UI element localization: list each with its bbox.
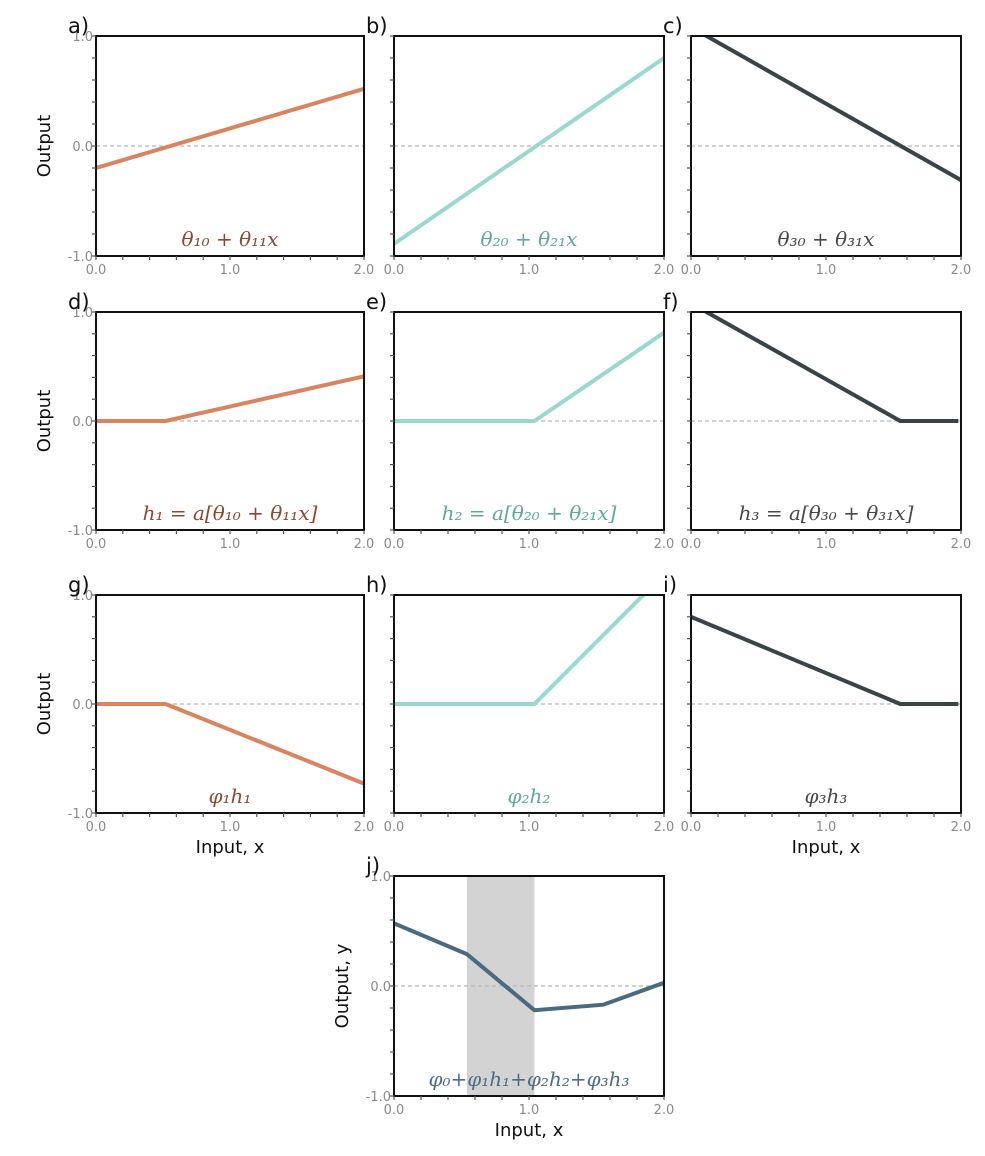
x-tick-label: 2.0 bbox=[354, 537, 375, 552]
x-tick-label: 2.0 bbox=[654, 820, 675, 835]
series-line bbox=[394, 595, 647, 706]
equation-label: φ₃h₃ bbox=[805, 784, 848, 808]
panel-f: 0.0 1.0 2.0 f) h₃ = a[θ₃₀ + θ₃₁x] bbox=[663, 290, 971, 552]
x-tick-label: 2.0 bbox=[951, 820, 972, 835]
x-tick-label: 2.0 bbox=[654, 263, 675, 278]
y-tick-label: 0.0 bbox=[72, 140, 93, 155]
x-tick-label: 0.0 bbox=[86, 263, 107, 278]
y-tick-label: 1.0 bbox=[370, 870, 391, 885]
x-tick-label: 0.0 bbox=[384, 537, 405, 552]
series-line bbox=[394, 331, 664, 423]
x-tick-label: 1.0 bbox=[519, 820, 540, 835]
panel-letter: c) bbox=[663, 14, 683, 38]
x-tick-label: 1.0 bbox=[816, 263, 837, 278]
x-tick-label: 0.0 bbox=[384, 820, 405, 835]
panel-letter: a) bbox=[68, 14, 89, 38]
x-tick-label: 1.0 bbox=[519, 537, 540, 552]
y-axis-title: Output bbox=[34, 115, 55, 178]
series-line bbox=[394, 921, 664, 1013]
x-tick-label: 2.0 bbox=[951, 537, 972, 552]
x-tick-label: 0.0 bbox=[681, 820, 702, 835]
x-tick-label: 0.0 bbox=[681, 537, 702, 552]
panel-letter: e) bbox=[366, 290, 387, 314]
panel-letter: d) bbox=[68, 290, 90, 314]
x-tick-label: 0.0 bbox=[86, 537, 107, 552]
y-tick-label: 1.0 bbox=[72, 306, 93, 321]
x-tick-label: 1.0 bbox=[220, 537, 241, 552]
x-axis-title: Input, x bbox=[196, 837, 265, 858]
y-tick-label: -1.0 bbox=[68, 250, 93, 265]
y-axis-title: Output bbox=[34, 390, 55, 453]
series-line bbox=[96, 702, 364, 786]
x-tick-label: 2.0 bbox=[354, 263, 375, 278]
x-tick-label: 2.0 bbox=[654, 1103, 675, 1118]
equation-label: φ₂h₂ bbox=[508, 784, 551, 808]
series-line bbox=[96, 374, 364, 423]
equation-label: φ₁h₁ bbox=[209, 784, 252, 808]
panel-i: 0.0 1.0 2.0 Input, x i) φ₃h₃ bbox=[663, 573, 971, 858]
y-tick-label: 0.0 bbox=[370, 980, 391, 995]
x-tick-label: 1.0 bbox=[220, 263, 241, 278]
panel-letter: g) bbox=[68, 573, 90, 597]
y-tick-label: 1.0 bbox=[72, 589, 93, 604]
equation-label: θ₂₀ + θ₂₁x bbox=[481, 227, 578, 251]
x-tick-label: 1.0 bbox=[519, 1103, 540, 1118]
panel-letter: f) bbox=[663, 290, 679, 314]
x-tick-label: 0.0 bbox=[681, 263, 702, 278]
equation-label: h₂ = a[θ₂₀ + θ₂₁x] bbox=[442, 501, 617, 525]
y-axis-title: Output, y bbox=[332, 943, 353, 1028]
equation-label: θ₃₀ + θ₃₁x bbox=[778, 227, 875, 251]
panel-b: 0.0 1.0 2.0 b) θ₂₀ + θ₂₁x bbox=[366, 14, 674, 278]
x-axis-title: Input, x bbox=[792, 837, 861, 858]
x-tick-label: 1.0 bbox=[519, 263, 540, 278]
y-tick-label: -1.0 bbox=[366, 1090, 391, 1105]
panel-c: 0.0 1.0 2.0 c) θ₃₀ + θ₃₁x bbox=[663, 14, 971, 278]
series-line bbox=[702, 312, 959, 423]
series-line bbox=[394, 56, 664, 246]
x-tick-label: 2.0 bbox=[951, 263, 972, 278]
x-tick-label: 0.0 bbox=[384, 263, 405, 278]
x-axis-title: Input, x bbox=[495, 1120, 564, 1141]
series-line bbox=[691, 614, 959, 706]
panel-h: 0.0 1.0 2.0 h) φ₂h₂ bbox=[366, 573, 674, 835]
x-tick-label: 1.0 bbox=[816, 820, 837, 835]
panel-letter: h) bbox=[366, 573, 388, 597]
x-tick-label: 0.0 bbox=[384, 1103, 405, 1118]
y-tick-label: -1.0 bbox=[68, 807, 93, 822]
x-tick-label: 1.0 bbox=[220, 820, 241, 835]
equation-label: φ₀+φ₁h₁+φ₂h₂+φ₃h₃ bbox=[428, 1067, 629, 1091]
y-tick-label: 1.0 bbox=[72, 30, 93, 45]
x-tick-label: 0.0 bbox=[86, 820, 107, 835]
x-tick-label: 2.0 bbox=[654, 537, 675, 552]
equation-label: h₃ = a[θ₃₀ + θ₃₁x] bbox=[739, 501, 914, 525]
y-tick-label: 0.0 bbox=[72, 698, 93, 713]
y-tick-label: -1.0 bbox=[68, 524, 93, 539]
panel-letter: j) bbox=[365, 854, 380, 878]
series-line bbox=[702, 36, 961, 182]
x-tick-label: 2.0 bbox=[354, 820, 375, 835]
x-tick-label: 1.0 bbox=[816, 537, 837, 552]
equation-label: θ₁₀ + θ₁₁x bbox=[182, 227, 279, 251]
y-tick-label: 0.0 bbox=[72, 415, 93, 430]
panel-letter: i) bbox=[663, 573, 677, 597]
series-line bbox=[96, 86, 364, 170]
panel-e: 0.0 1.0 2.0 e) h₂ = a[θ₂₀ + θ₂₁x] bbox=[366, 290, 674, 552]
equation-label: h₁ = a[θ₁₀ + θ₁₁x] bbox=[143, 501, 318, 525]
panel-letter: b) bbox=[366, 14, 388, 38]
y-axis-title: Output bbox=[34, 673, 55, 736]
